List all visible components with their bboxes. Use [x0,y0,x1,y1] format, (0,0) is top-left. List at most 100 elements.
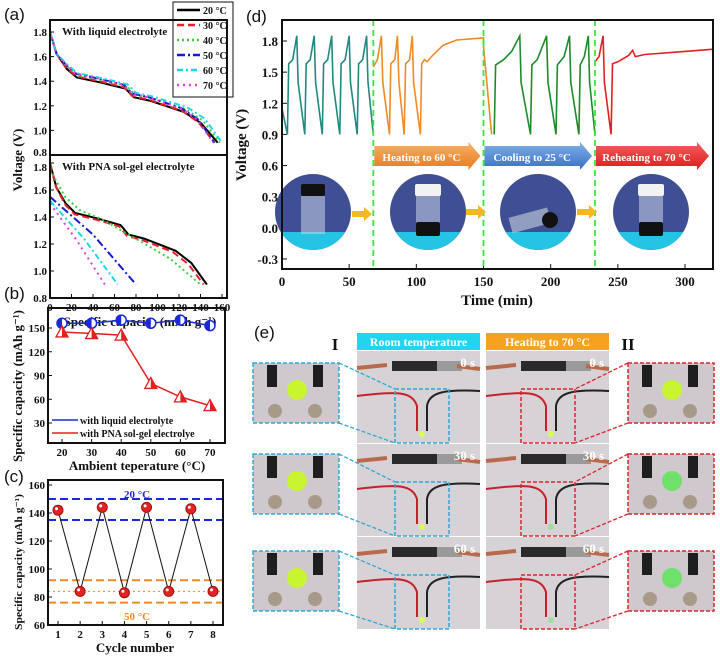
vial-cap [542,212,558,228]
marker-fill [145,318,151,329]
clip-left [485,549,517,556]
voltage-curve-cooling [493,32,596,135]
photo-content [500,174,576,250]
vial-body [301,196,325,234]
clip-right [456,550,481,557]
y-tick-label: 1.6 [33,52,47,64]
time-label: 60 s [583,541,604,556]
connector-line [574,610,629,630]
panel-label: (e) [254,323,275,342]
x-tick-label: 5 [144,629,150,641]
marker-fill [91,327,98,339]
probe-right [688,553,698,575]
vial-body [508,207,552,234]
y-tick-label: 1.2 [262,96,278,111]
black-wire [555,389,610,431]
clip-right [683,404,697,418]
clip-right [456,457,481,464]
legend-label: with liquid electrolyte [80,416,174,427]
y-tick-label: 1.8 [33,27,47,39]
led-photo: 60 s [485,537,610,630]
x-tick-label: 60 [175,447,187,459]
marker-fill [62,325,68,337]
stage-label: Heating to 60 °C [382,152,460,164]
x-tick-label: 3 [100,629,106,641]
battery [521,361,566,371]
clip-left [485,363,517,370]
zoom-box [394,388,450,444]
data-point [207,585,219,597]
battery-tab [566,361,591,371]
y-tick-label: 1.2 [33,101,47,113]
led-glow [662,568,682,588]
y-tick-label: 1.8 [262,34,279,49]
battery [392,454,437,464]
x-axis-label: Time (min) [461,293,533,309]
inset-photo [627,550,715,612]
panel-d-frame [281,19,714,270]
led-glow [662,380,682,400]
side-label: I [332,335,339,354]
zoom-box [520,388,576,444]
red-wire [356,578,418,617]
probe-left [267,365,277,387]
clip-left [268,404,282,418]
y-tick-label: 90 [34,371,46,383]
red-wire [485,485,547,524]
x-tick-label: 20 [57,447,69,459]
curve-40C [49,169,202,286]
stage-label: Reheating to 70 °C [602,152,690,164]
point-highlight [187,505,191,509]
curve-60C [49,200,119,286]
curve-30C [49,162,205,286]
legend-box [172,1,234,98]
curve-60C [49,31,223,144]
clip-right [683,592,697,606]
x-tick-label: 250 [608,274,628,289]
y-tick-label: 120 [29,536,46,548]
vial-photo [390,174,466,250]
series-line [57,505,214,595]
y-tick-label: 60 [34,620,46,632]
clip-left [485,456,517,463]
vial-bottom-white [638,184,664,196]
clip-left [268,495,282,509]
clip-right [585,364,610,371]
y-tick-label: 1.5 [262,65,279,80]
y-tick-label: 0.8 [33,147,47,159]
curve-20C [49,162,208,286]
battery-tab [437,547,462,557]
connector-line [338,453,396,483]
y-axis-label: Voltage (V) [10,129,25,192]
x-tick-label: 40 [116,447,128,459]
vial-photo [500,174,576,250]
battery [392,361,437,371]
time-label: 0 s [589,355,604,370]
clip-right [585,457,610,464]
probe-right [688,456,698,478]
voltage-curve-reheating [594,35,712,135]
x-tick-label: 2 [77,629,83,641]
led-glow [287,471,307,491]
panel-label: (d) [246,7,267,26]
led-photo: 0 s [485,351,610,444]
y-tick-label: 1.4 [33,212,47,224]
y-tick-label: 0.0 [262,221,278,236]
x-tick-label: 50 [343,274,356,289]
led-glow [287,568,307,588]
legend-label: 40 °C [203,36,227,47]
inset-photo [252,362,340,424]
x-axis-label: Ambient teperature (°C) [69,458,205,473]
subplot-liquid-electrolyte: With liquid electrolyte 1.0 1.2 1.4 1.6 1.8 0.… [33,26,223,159]
x-tick-label: 100 [407,274,427,289]
data-point [52,504,64,516]
probe-right [313,456,323,478]
y-tick-label: 1.8 [33,162,47,174]
led-glow [287,380,307,400]
y-tick-label: 0.3 [262,190,279,205]
connector-line [338,513,396,537]
zoom-box [394,481,450,537]
connector-line [574,513,629,537]
led-photo: 30 s [485,444,610,537]
